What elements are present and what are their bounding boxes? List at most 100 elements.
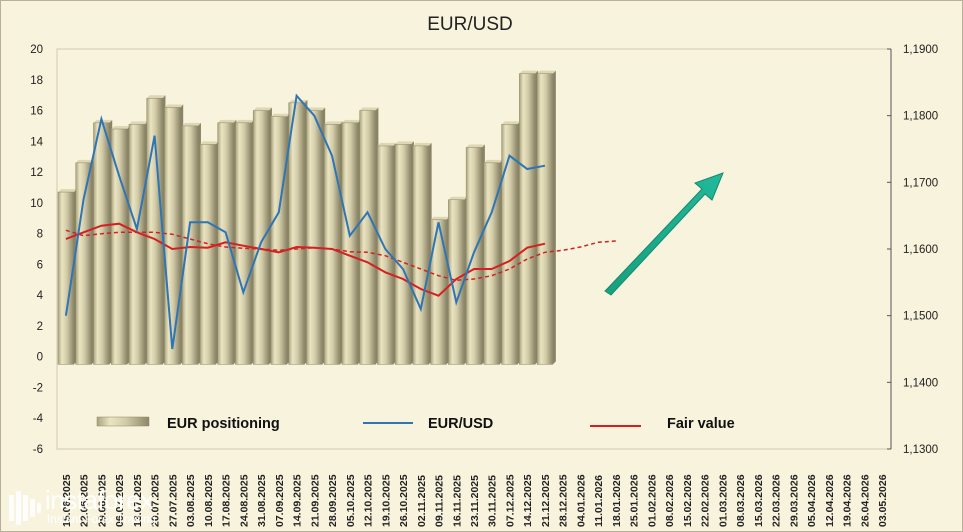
bar-eur-positioning bbox=[448, 199, 465, 365]
bar-top bbox=[324, 121, 343, 125]
watermark-name: instaforex bbox=[45, 485, 153, 515]
bar-eur-positioning bbox=[57, 191, 74, 365]
x-tick-label: 30.11.2025 bbox=[487, 475, 499, 527]
bar-eur-positioning bbox=[412, 145, 429, 365]
chart-title: EUR/USD bbox=[427, 14, 513, 35]
y-left-tick-label: 4 bbox=[37, 290, 44, 302]
x-tick-label: 04.01.2026 bbox=[575, 474, 587, 527]
y-left-tick-label: 6 bbox=[37, 259, 43, 271]
y-left-tick-label: -2 bbox=[33, 382, 43, 394]
y-left-tick-label: 2 bbox=[37, 321, 43, 333]
x-tick-label: 03.08.2025 bbox=[185, 474, 197, 527]
x-tick-label: 25.01.2026 bbox=[629, 474, 641, 527]
x-tick-label: 16.11.2025 bbox=[451, 475, 463, 527]
bar-top bbox=[519, 70, 539, 74]
bar-eur-positioning bbox=[536, 73, 554, 365]
y-left-tick-label: 20 bbox=[30, 44, 43, 56]
x-tick-label: 15.02.2026 bbox=[682, 474, 694, 527]
bar-eur-positioning bbox=[519, 73, 536, 365]
x-tick-label: 05.10.2025 bbox=[345, 474, 357, 527]
x-tick-label: 15.03.2026 bbox=[753, 474, 765, 527]
bar-top bbox=[235, 119, 255, 123]
bar-top bbox=[341, 119, 361, 123]
y-left-tick-label: 0 bbox=[37, 352, 43, 364]
bar-top bbox=[306, 107, 326, 111]
x-tick-label: 27.07.2025 bbox=[167, 474, 179, 527]
y-left-tick-label: -6 bbox=[33, 444, 43, 456]
x-tick-label: 17.08.2025 bbox=[221, 474, 233, 527]
bar-top bbox=[199, 141, 219, 145]
bar-eur-positioning bbox=[93, 122, 110, 365]
x-tick-label: 12.04.2026 bbox=[824, 474, 836, 527]
y-left-tick-label: 14 bbox=[30, 136, 43, 148]
x-tick-label: 29.03.2026 bbox=[788, 474, 800, 527]
bar-top bbox=[466, 144, 485, 148]
bar-eur-positioning bbox=[181, 125, 199, 365]
bar-top bbox=[395, 141, 414, 145]
y-left-tick-label: 18 bbox=[30, 75, 43, 87]
x-tick-label: 13.07.2025 bbox=[132, 474, 144, 527]
x-tick-label: 08.03.2026 bbox=[735, 474, 747, 527]
legend-label-eur-positioning: EUR positioning bbox=[167, 416, 280, 432]
bar-depth bbox=[552, 70, 556, 365]
bar-eur-positioning bbox=[465, 147, 483, 365]
y-left-tick-label: 16 bbox=[30, 106, 43, 118]
y-left-tick-label: 12 bbox=[30, 167, 43, 179]
bar-eur-positioning bbox=[252, 110, 270, 365]
bar-top bbox=[164, 104, 184, 108]
bar-top bbox=[430, 216, 450, 220]
instaforex-watermark: instaforex Instant Forex Trading bbox=[7, 485, 185, 531]
x-tick-label: 19.10.2025 bbox=[380, 474, 392, 527]
bar-top bbox=[483, 159, 503, 163]
legend-swatch-eur-positioning bbox=[96, 416, 150, 427]
y-left-tick-label: 10 bbox=[30, 198, 43, 210]
x-tick-label: 22.02.2026 bbox=[700, 474, 712, 527]
bar-top bbox=[111, 126, 130, 129]
bar-top bbox=[75, 159, 95, 163]
bar-top bbox=[359, 107, 379, 111]
x-tick-label: 10.08.2025 bbox=[203, 474, 215, 527]
x-tick-label: 22.06.2025 bbox=[79, 474, 91, 527]
bar-top bbox=[58, 189, 77, 193]
x-tick-label: 20.07.2025 bbox=[150, 474, 162, 527]
bar-top bbox=[146, 95, 166, 99]
bar-eur-positioning bbox=[270, 116, 287, 365]
bar-eur-positioning bbox=[75, 162, 92, 365]
x-tick-label: 08.02.2026 bbox=[664, 474, 676, 527]
bar-eur-positioning bbox=[501, 124, 518, 365]
y-right-tick-label: 1,1900 bbox=[903, 44, 938, 56]
y-right-tick-label: 1,1400 bbox=[903, 377, 938, 389]
x-tick-label: 15.06.2025 bbox=[61, 474, 73, 527]
bar-eur-positioning bbox=[394, 144, 412, 365]
bar-eur-positioning bbox=[430, 219, 447, 365]
bar-top bbox=[128, 121, 148, 125]
bar-top bbox=[377, 142, 397, 146]
eurusd-line bbox=[64, 93, 546, 350]
y-right-tick-label: 1,1600 bbox=[903, 244, 938, 256]
x-tick-label: 05.04.2026 bbox=[806, 474, 818, 527]
upward-arrow bbox=[604, 172, 724, 296]
x-tick-label: 28.09.2025 bbox=[327, 474, 339, 527]
x-tick-label: 06.07.2025 bbox=[114, 474, 126, 527]
fair-value-line bbox=[65, 222, 546, 297]
x-tick-label: 18.01.2026 bbox=[611, 474, 623, 527]
y-right-tick-label: 1,1800 bbox=[903, 111, 938, 123]
y-right-tick-label: 1,1700 bbox=[903, 177, 938, 189]
bar-eur-positioning bbox=[288, 102, 305, 365]
bar-eur-positioning bbox=[235, 122, 252, 365]
x-tick-label: 26.10.2025 bbox=[398, 474, 410, 527]
instaforex-logo-icon bbox=[9, 491, 41, 525]
bar-eur-positioning bbox=[128, 124, 145, 365]
bar-top bbox=[448, 196, 468, 200]
x-tick-label: 01.03.2026 bbox=[717, 474, 729, 527]
x-tick-label: 12.10.2025 bbox=[363, 474, 375, 527]
x-tick-label: 01.02.2026 bbox=[646, 474, 658, 527]
bar-eur-positioning bbox=[199, 144, 216, 365]
bar-eur-positioning bbox=[341, 122, 358, 365]
fair-value-projection-line bbox=[65, 229, 617, 282]
x-tick-label: 14.09.2025 bbox=[292, 474, 304, 527]
bar-top bbox=[270, 113, 290, 117]
x-tick-label: 21.12.2025 bbox=[540, 474, 552, 527]
